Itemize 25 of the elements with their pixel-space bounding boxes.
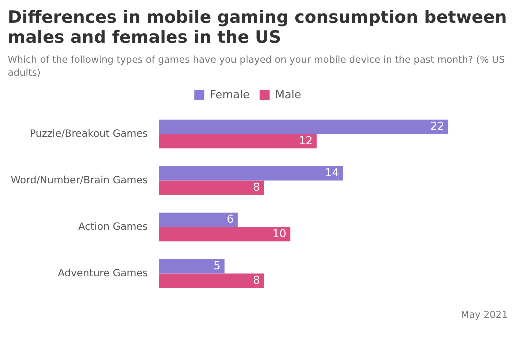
data-label: 14 (325, 166, 340, 180)
data-label: 5 (214, 259, 221, 272)
y-tick-label: Adventure Games (58, 268, 148, 280)
legend-label: Female (210, 88, 250, 102)
chart-subtitle: Which of the following types of games have you played on your mobile device in the past month? (% US adults) (8, 54, 506, 80)
bar (158, 120, 449, 134)
bar (158, 274, 264, 288)
data-label: 10 (272, 227, 287, 240)
bar (158, 166, 344, 181)
y-tick-label: Word/Number/Brain Games (10, 175, 148, 186)
bar (158, 227, 291, 242)
text: May 2021 (460, 310, 508, 321)
bar (158, 134, 317, 149)
legend-label: Male (275, 88, 302, 102)
y-tick-label: Action Games (78, 222, 148, 233)
data-label: 6 (226, 212, 234, 226)
bar (158, 259, 225, 274)
data-label: 8 (253, 180, 260, 194)
data-label: 22 (430, 120, 445, 133)
y-tick-label: Puzzle/Breakout Games (30, 128, 148, 140)
bar (158, 180, 264, 196)
data-label: 8 (253, 274, 260, 287)
bar (158, 212, 238, 228)
data-label: 12 (298, 134, 313, 148)
chart-title: Differences in mobile gaming consumption between males and females in the US (8, 8, 508, 48)
